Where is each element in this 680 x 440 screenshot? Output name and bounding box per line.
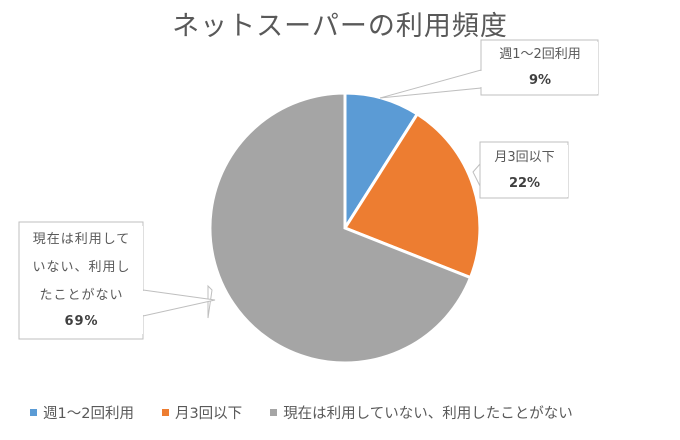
chart-legend: 週1～2回利用 月3回以下 現在は利用していない、利用したことがない bbox=[30, 402, 670, 423]
data-label-none: 現在は利用して いない、利用し たことがない 69% bbox=[20, 226, 143, 334]
callout-pointer-none bbox=[207, 284, 213, 319]
legend-label: 現在は利用していない、利用したことがない bbox=[283, 406, 573, 422]
chart-title: ネットスーパーの利用頻度 bbox=[172, 11, 508, 42]
callout-pointer-weekly bbox=[379, 69, 482, 99]
legend-swatch-blue-icon bbox=[30, 409, 37, 416]
legend-swatch-gray-icon bbox=[270, 409, 278, 416]
data-label-monthly: 月3回以下 22% bbox=[481, 145, 568, 197]
legend-label: 週1～2回利用 bbox=[43, 406, 134, 422]
pie-slice-none bbox=[208, 91, 473, 365]
legend-label: 月3回以下 bbox=[174, 406, 243, 422]
callout-pointer-monthly bbox=[472, 162, 481, 187]
legend-item-none: 現在は利用していない、利用したことがない bbox=[270, 402, 573, 423]
callout-pointer-none-link bbox=[142, 289, 216, 317]
data-label-none-line2: いない、利用し bbox=[32, 260, 131, 275]
data-label-weekly-value: 9% bbox=[528, 73, 552, 88]
data-label-none-value: 69% bbox=[64, 314, 99, 329]
legend-item-weekly: 週1～2回利用 bbox=[30, 402, 134, 423]
data-label-weekly-name: 週1～2回利用 bbox=[499, 47, 581, 62]
legend-swatch-orange-icon bbox=[161, 409, 169, 416]
data-label-none-line3: たことがない bbox=[39, 288, 124, 303]
data-label-monthly-value: 22% bbox=[508, 176, 541, 191]
data-label-monthly-name: 月3回以下 bbox=[494, 150, 555, 165]
data-label-none-line1: 現在は利用して bbox=[32, 232, 131, 247]
data-label-weekly: 週1～2回利用 9% bbox=[482, 42, 598, 94]
pie-slice-monthly bbox=[342, 111, 482, 280]
legend-item-monthly: 月3回以下 bbox=[161, 402, 243, 423]
